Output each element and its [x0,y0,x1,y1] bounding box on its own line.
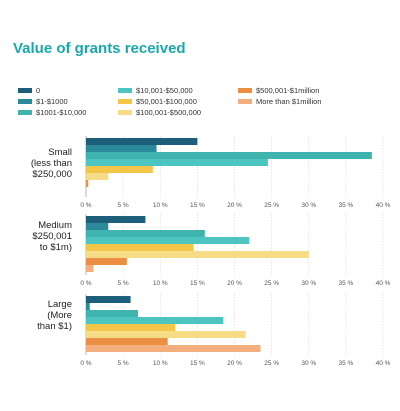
legend-label: $100,001-$500,000 [136,108,201,117]
x-tick-label: 20 % [227,280,242,287]
legend-label: More than $1million [256,97,321,106]
bar-small [86,138,198,145]
bar-large [86,317,224,324]
bar-medium [86,230,205,237]
bar-medium [86,216,146,223]
x-tick-label: 30 % [301,360,316,367]
bar-small [86,145,157,152]
legend-label: $50,001-$100,000 [136,97,197,106]
x-tick-label: 40 % [376,360,391,367]
x-tick-label: 0 % [80,280,91,287]
x-tick-label: 35 % [338,360,353,367]
group-label-medium: $250,001 [32,231,72,242]
bar-large [86,296,131,303]
legend-label: $500,001-$1million [256,86,319,95]
x-tick-label: 40 % [376,280,391,287]
group-label-large: than $1) [37,321,72,332]
x-tick-label: 20 % [227,360,242,367]
x-tick-label: 20 % [227,202,242,209]
x-tick-label: 15 % [190,280,205,287]
x-tick-label: 40 % [376,202,391,209]
bar-small [86,173,109,180]
bar-large [86,338,168,345]
bar-medium [86,237,250,244]
legend-swatch [118,110,132,115]
x-tick-label: 15 % [190,202,205,209]
legend-label: $10,001-$50,000 [136,86,193,95]
legend-swatch [18,88,32,93]
x-tick-label: 5 % [118,360,129,367]
group-label-large: (More [47,310,72,321]
group-label-small: (less than [31,158,72,169]
group-label-medium: Medium [38,220,72,231]
bar-small [86,166,153,173]
legend-swatch [18,110,32,115]
legend-label: $1-$1000 [36,97,68,106]
bar-medium [86,251,309,258]
bar-small [86,180,89,187]
bar-small [86,152,372,159]
x-tick-label: 5 % [118,202,129,209]
bar-medium [86,223,109,230]
legend-swatch [118,88,132,93]
bar-large [86,324,176,331]
bar-medium [86,265,94,272]
bar-large [86,303,90,310]
bar-large [86,345,261,352]
bar-medium [86,244,194,251]
legend-label: $1001-$10,000 [36,108,86,117]
x-tick-label: 30 % [301,202,316,209]
bar-small [86,159,268,166]
legend-swatch [238,88,252,93]
group-label-small: $250,000 [32,169,72,180]
bar-large [86,331,246,338]
x-tick-label: 10 % [153,280,168,287]
legend-swatch [118,99,132,104]
group-label-medium: to $1m) [40,242,72,253]
x-tick-label: 35 % [338,202,353,209]
chart-title: Value of grants received [13,40,186,57]
x-tick-label: 0 % [80,202,91,209]
x-tick-label: 10 % [153,202,168,209]
x-tick-label: 10 % [153,360,168,367]
legend-label: 0 [36,86,40,95]
bar-large [86,310,138,317]
x-tick-label: 25 % [264,280,279,287]
legend-swatch [238,99,252,104]
x-tick-label: 25 % [264,360,279,367]
group-label-large: Large [48,299,72,310]
x-tick-label: 25 % [264,202,279,209]
x-tick-label: 15 % [190,360,205,367]
group-label-small: Small [48,147,72,158]
x-tick-label: 35 % [338,280,353,287]
legend-swatch [18,99,32,104]
x-tick-label: 30 % [301,280,316,287]
x-tick-label: 0 % [80,360,91,367]
bar-medium [86,258,127,265]
x-tick-label: 5 % [118,280,129,287]
